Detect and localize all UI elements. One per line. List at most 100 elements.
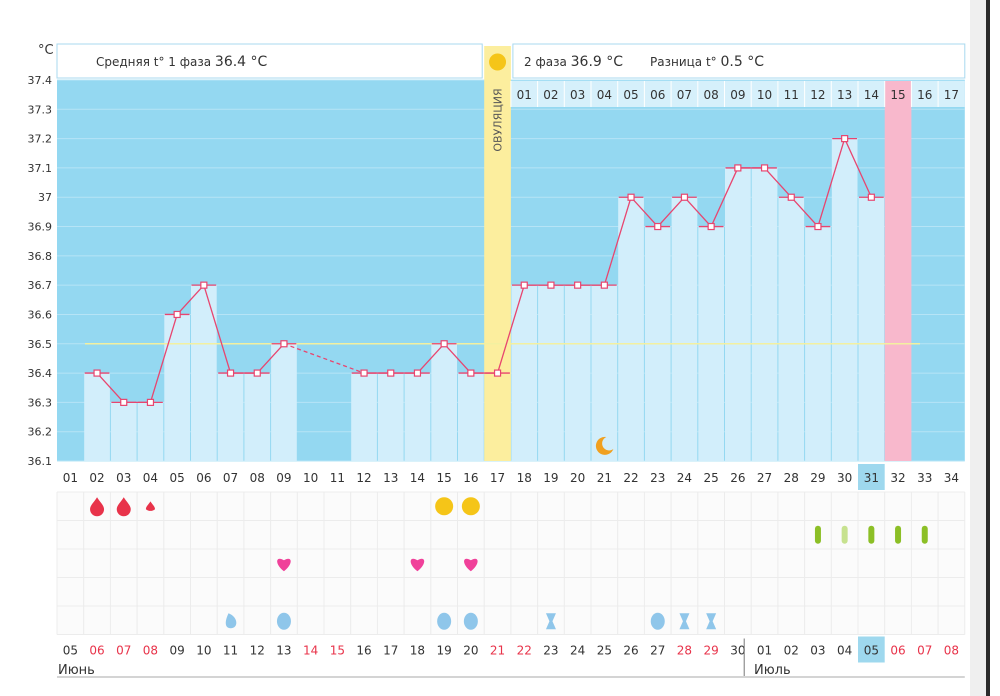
phase2-day-label: 08 (704, 88, 719, 102)
cycle-day-label: 17 (490, 471, 505, 485)
temperature-point (467, 369, 475, 377)
cycle-day-label: 33 (917, 471, 932, 485)
date-label: 15 (330, 644, 345, 658)
temperature-point (600, 281, 608, 289)
cycle-day-label: 15 (437, 471, 452, 485)
discharge-drop-icon (650, 612, 665, 630)
cycle-day-label: 31 (864, 471, 879, 485)
cycle-day-label: 08 (250, 471, 265, 485)
date-label: 02 (784, 644, 799, 658)
phase2-day-label: 10 (757, 88, 772, 102)
temperature-point (734, 164, 742, 172)
date-label: 07 (116, 644, 131, 658)
y-tick-label: 37.4 (28, 74, 53, 87)
pill-icon (814, 525, 821, 544)
temperature-segment (817, 138, 846, 227)
temperature-point (841, 135, 849, 143)
hourglass-icon (679, 613, 690, 630)
temperature-point (280, 340, 288, 348)
bleeding-drop-icon (116, 497, 131, 517)
temperature-bar (271, 343, 297, 461)
temperature-difference: Разница t° 0.5 °C (650, 54, 764, 70)
temperature-bar (591, 285, 618, 461)
phase2-day-label: 13 (837, 88, 852, 102)
temperature-point (360, 369, 368, 377)
cycle-day-label: 01 (63, 471, 78, 485)
temperature-bar (751, 167, 778, 461)
cycle-day-label: 28 (784, 471, 799, 485)
phase2-day-label: 06 (650, 88, 665, 102)
temperature-bar (511, 285, 538, 461)
date-label: 05 (864, 644, 879, 658)
date-label: 24 (570, 644, 585, 658)
cycle-day-label: 24 (677, 471, 692, 485)
temperature-point (574, 281, 582, 289)
y-tick-label: 37 (38, 191, 52, 204)
temperature-segment (496, 284, 525, 374)
moon-icon (595, 436, 614, 455)
right-shade (970, 0, 986, 696)
date-label: 30 (730, 644, 745, 658)
cycle-day-label: 14 (410, 471, 425, 485)
temperature-point (200, 281, 208, 289)
date-label: 12 (250, 644, 265, 658)
date-label: 04 (837, 644, 852, 658)
temperature-point (547, 281, 555, 289)
date-label: 23 (543, 644, 558, 658)
discharge-drop-icon (437, 612, 452, 630)
temperature-bar (431, 343, 457, 461)
phase2-day-label: 01 (517, 88, 532, 102)
phase1-box (56, 43, 483, 79)
cycle-day-label: 20 (570, 471, 585, 485)
cycle-day-label: 13 (383, 471, 398, 485)
temperature-gap-segment (283, 343, 365, 374)
temperature-bar (377, 373, 404, 461)
cycle-day-label: 10 (303, 471, 318, 485)
ovulation-test-icon (461, 497, 480, 516)
temperature-bar (244, 373, 271, 461)
date-label: 06 (890, 644, 905, 658)
cycle-day-label: 30 (837, 471, 852, 485)
cycle-day-label: 04 (143, 471, 158, 485)
phase2-day-label: 16 (917, 88, 932, 102)
date-label: 08 (944, 644, 959, 658)
date-label: 08 (143, 644, 158, 658)
temperature-bar (831, 138, 858, 461)
date-label: 03 (810, 644, 825, 658)
date-label: 09 (170, 644, 185, 658)
phase2-day-label: 12 (810, 88, 825, 102)
cycle-day-label: 23 (650, 471, 665, 485)
ovulation-sun-icon (489, 53, 507, 71)
temperature-segment (416, 343, 445, 374)
y-tick-label: 36.8 (28, 250, 53, 263)
temperature-segment (149, 314, 178, 403)
temperature-segment (443, 343, 472, 374)
phase2-day-label: 07 (677, 88, 692, 102)
temperature-point (226, 369, 235, 377)
temperature-segment (657, 196, 685, 227)
cycle-day-label: 16 (463, 471, 478, 485)
date-label: 21 (490, 644, 505, 658)
ovulation-test-icon (435, 497, 454, 516)
cycle-day-label: 06 (196, 471, 211, 485)
cycle-day-label: 05 (170, 471, 185, 485)
pill-icon (921, 525, 928, 544)
temperature-bar (351, 373, 377, 461)
cycle-day-label: 19 (543, 471, 558, 485)
hourglass-icon (706, 613, 717, 630)
cycle-day-label: 11 (330, 471, 345, 485)
temperature-segment (683, 196, 712, 227)
date-label: 27 (650, 644, 665, 658)
cycle-day-label: 27 (757, 471, 772, 485)
phase2-day-label: 02 (543, 88, 558, 102)
temperature-bar (217, 373, 244, 461)
temperature-point (93, 369, 101, 377)
phase2-average: 2 фаза 36.9 °C (524, 54, 623, 70)
temperature-point (627, 193, 635, 201)
y-tick-label: 37.1 (28, 162, 53, 175)
temperature-bar (538, 285, 564, 461)
phase2-day-label: 17 (944, 88, 959, 102)
temperature-segment (603, 197, 632, 286)
phase2-day-label: 15 (890, 88, 905, 102)
